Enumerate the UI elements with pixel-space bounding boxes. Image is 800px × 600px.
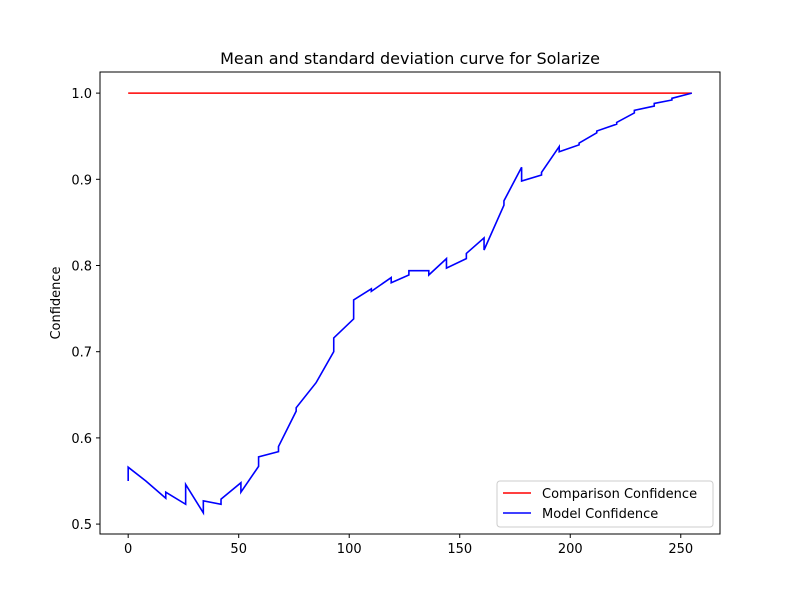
x-tick-label: 150 bbox=[447, 542, 472, 557]
legend-label-2: Model Confidence bbox=[542, 507, 658, 522]
x-tick-label: 250 bbox=[668, 542, 693, 557]
chart-title: Mean and standard deviation curve for So… bbox=[220, 49, 600, 68]
legend-box bbox=[496, 480, 714, 528]
y-tick-label: 0.7 bbox=[71, 346, 92, 361]
y-axis-label: Confidence bbox=[49, 266, 64, 339]
y-axis: 0.5 0.6 0.7 0.8 0.9 1.0 bbox=[71, 87, 100, 533]
series-lines bbox=[127, 92, 693, 516]
legend: Comparison Confidence Model Confidence bbox=[496, 480, 714, 528]
y-tick-label: 0.5 bbox=[71, 518, 92, 533]
y-tick-label: 0.8 bbox=[71, 260, 92, 275]
y-tick-label: 0.6 bbox=[71, 432, 92, 447]
x-tick-label: 100 bbox=[337, 542, 362, 557]
legend-label-1: Comparison Confidence bbox=[542, 487, 697, 502]
series-line-2 bbox=[127, 92, 693, 516]
y-tick-label: 1.0 bbox=[71, 87, 92, 102]
y-tick-label: 0.9 bbox=[71, 173, 92, 188]
x-tick-label: 200 bbox=[558, 542, 583, 557]
plot-area bbox=[99, 71, 721, 535]
x-tick-label: 50 bbox=[230, 542, 247, 557]
x-tick-label: 0 bbox=[124, 542, 132, 557]
x-axis: 0 50 100 150 200 250 bbox=[124, 534, 693, 557]
